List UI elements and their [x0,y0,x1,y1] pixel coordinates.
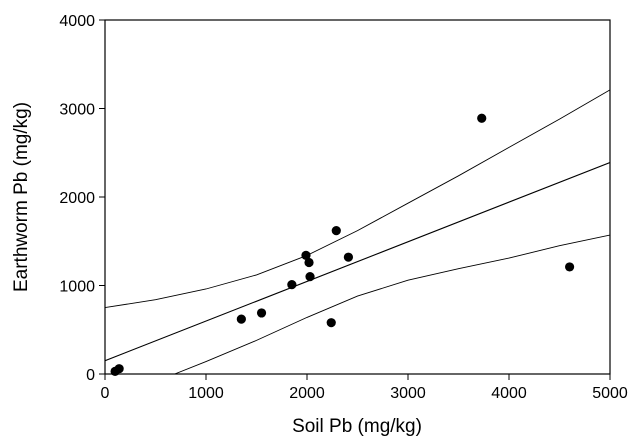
x-tick-label: 4000 [491,385,527,402]
data-point [565,262,575,272]
data-point [477,113,487,123]
x-tick-label: 2000 [289,385,325,402]
data-point [114,364,124,374]
y-tick-label: 2000 [59,190,95,207]
data-point [256,308,267,318]
data-point [326,318,336,328]
confidence-band-group [105,89,610,374]
y-axis-title: Earthworm Pb (mg/kg) [11,102,32,292]
x-tick-label: 0 [101,385,110,402]
data-point [305,272,315,282]
data-point [236,314,246,324]
y-axis-ticks: 0 1000 2000 3000 4000 [59,13,105,384]
regression-line-group [105,161,610,362]
plot-frame [104,19,611,375]
data-point [304,257,314,268]
y-tick-label: 0 [86,367,95,384]
data-point [301,250,311,261]
data-point [287,280,297,290]
x-axis-ticks: 0 1000 2000 3000 4000 5000 [101,374,628,402]
confidence-lower-line [174,234,610,374]
y-tick-label: 1000 [59,279,95,296]
y-tick-label: 4000 [59,13,95,30]
data-point [331,226,341,236]
confidence-upper-line [105,89,610,309]
x-tick-label: 3000 [390,385,426,402]
x-tick-label: 1000 [188,385,224,402]
x-axis-title: Soil Pb (mg/kg) [292,416,422,437]
data-point [343,252,354,262]
y-tick-label: 3000 [59,102,95,119]
regression-line [105,161,610,362]
x-tick-label: 5000 [592,385,628,402]
data-points-group [110,113,575,376]
